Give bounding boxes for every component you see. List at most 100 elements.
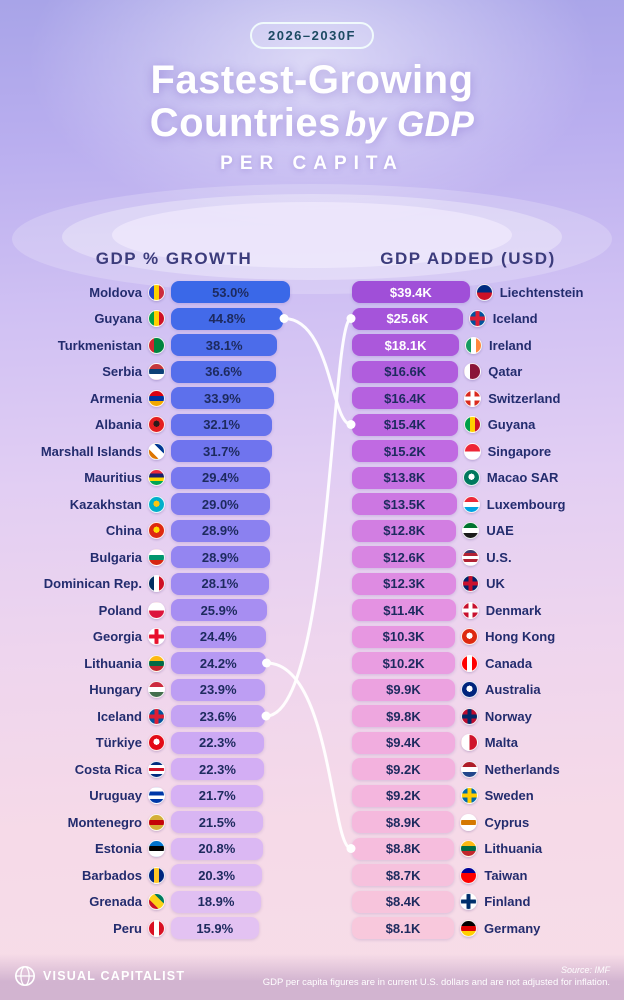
bar-value: $39.4K xyxy=(389,284,432,300)
country-label: Albania xyxy=(95,417,142,433)
country-label: Malta xyxy=(484,735,518,751)
gdp-added-row: $8.4K Finland xyxy=(352,890,614,913)
growth-row: Lithuania 24.2% xyxy=(10,652,312,675)
growth-bar: 28.1% xyxy=(171,572,269,595)
country-label: Guyana xyxy=(94,311,142,327)
country-label: Turkmenistan xyxy=(57,337,142,353)
growth-row: Estonia 20.8% xyxy=(10,837,312,860)
gdp-added-bar: $8.7K xyxy=(352,864,455,887)
title-line1: Fastest-Growing xyxy=(150,58,474,102)
bar-value: $8.7K xyxy=(385,867,421,883)
footer: VISUAL CAPITALIST Source: IMF GDP per ca… xyxy=(0,954,624,1000)
country-label: Denmark xyxy=(485,602,542,618)
bar-value: 36.6% xyxy=(205,364,242,380)
country-label: China xyxy=(105,523,142,539)
uk-flag-icon xyxy=(462,575,480,593)
country-label: Montenegro xyxy=(67,814,142,830)
gdp-added-bar: $9.2K xyxy=(352,758,455,781)
gdp-added-bar: $8.9K xyxy=(352,811,455,834)
gdp-added-bar: $10.2K xyxy=(352,652,456,675)
growth-row: Georgia 24.4% xyxy=(10,625,312,648)
barbados-flag-icon xyxy=(148,866,165,884)
gdp-added-bar: $8.8K xyxy=(352,837,455,860)
growth-bar: 23.9% xyxy=(171,678,266,701)
growth-bar: 29.4% xyxy=(171,466,270,489)
country-label: Estonia xyxy=(95,841,142,857)
country-label: Qatar xyxy=(488,364,523,380)
gdp-added-row: $12.6K U.S. xyxy=(352,546,614,569)
guyana-flag-icon xyxy=(148,310,165,328)
country-label: Canada xyxy=(485,655,533,671)
country-label: Luxembourg xyxy=(486,496,566,512)
country-label: Serbia xyxy=(102,364,142,380)
gdp-added-row: $8.7K Taiwan xyxy=(352,864,614,887)
costa-rica-flag-icon xyxy=(148,760,165,778)
singapore-flag-icon xyxy=(463,442,481,460)
sweden-flag-icon xyxy=(460,787,478,805)
gdp-added-bar: $9.9K xyxy=(352,678,455,701)
country-label: U.S. xyxy=(486,549,512,565)
country-label: Uruguay xyxy=(89,788,142,804)
country-label: Liechtenstein xyxy=(499,284,584,300)
bar-value: $9.2K xyxy=(385,761,421,777)
gdp-added-row: $9.4K Malta xyxy=(352,731,614,754)
netherlands-flag-icon xyxy=(460,760,478,778)
bar-value: 25.9% xyxy=(200,602,238,618)
gdp-added-rows: $39.4K Liechtenstein $25.6K Iceland $18.1K Ir… xyxy=(352,281,614,940)
bar-value: $10.2K xyxy=(382,655,425,671)
right-column-header: GDP ADDED (USD) xyxy=(380,249,556,269)
bar-value: 20.8% xyxy=(198,841,236,857)
gdp-added-row: $15.2K Singapore xyxy=(352,440,614,463)
growth-rows: Moldova 53.0% Guyana 44.8% Turkmenistan 38.1%… xyxy=(10,281,312,940)
switzerland-flag-icon xyxy=(464,389,482,407)
gdp-added-row: $11.4K Denmark xyxy=(352,599,614,622)
growth-bar: 22.3% xyxy=(171,758,264,781)
peru-flag-icon xyxy=(148,919,165,937)
country-label: Ireland xyxy=(489,337,532,353)
country-label: Marshall Islands xyxy=(40,443,142,459)
gdp-added-row: $8.8K Lithuania xyxy=(352,837,614,860)
growth-bar: 20.8% xyxy=(171,837,263,860)
bar-value: 20.3% xyxy=(198,867,236,883)
bar-value: $10.3K xyxy=(382,629,425,645)
growth-row: Marshall Islands 31.7% xyxy=(10,440,312,463)
bar-value: 23.6% xyxy=(199,708,237,724)
dominican-rep-flag-icon xyxy=(148,575,165,593)
mauritius-flag-icon xyxy=(148,469,165,487)
country-label: Armenia xyxy=(89,390,142,406)
germany-flag-icon xyxy=(460,919,478,937)
bar-value: 53.0% xyxy=(212,284,249,300)
gdp-added-bar: $13.5K xyxy=(352,493,457,516)
podium-ellipse xyxy=(112,202,512,268)
bar-value: $8.8K xyxy=(385,841,421,857)
bar-value: 28.1% xyxy=(201,576,239,592)
source-note: Source: IMF xyxy=(560,964,610,975)
bar-value: $8.9K xyxy=(385,814,421,830)
header: 2026–2030F Fastest-Growing Countries by GD… xyxy=(0,0,624,175)
growth-bar: 32.1% xyxy=(171,413,273,436)
country-label: Netherlands xyxy=(484,761,560,777)
gdp-added-row: $12.8K UAE xyxy=(352,519,614,542)
gdp-added-bar: $16.6K xyxy=(352,360,459,383)
title-line2: Countries xyxy=(149,101,341,146)
bar-value: $18.1K xyxy=(384,337,427,353)
poland-flag-icon xyxy=(148,601,165,619)
bar-value: $12.8K xyxy=(383,523,426,539)
growth-row: Uruguay 21.7% xyxy=(10,784,312,807)
chart-columns: Moldova 53.0% Guyana 44.8% Turkmenistan 38.1%… xyxy=(10,281,614,940)
country-label: Switzerland xyxy=(488,390,561,406)
country-label: Barbados xyxy=(82,867,142,883)
bar-value: 29.4% xyxy=(202,470,239,486)
column-headers: GDP % GROWTH GDP ADDED (USD) xyxy=(0,249,624,269)
turkmenistan-flag-icon xyxy=(148,336,165,354)
bar-value: 21.7% xyxy=(198,788,236,804)
u-s-flag-icon xyxy=(462,548,480,566)
bar-value: $12.3K xyxy=(383,576,426,592)
gdp-added-row: $10.3K Hong Kong xyxy=(352,625,614,648)
kazakhstan-flag-icon xyxy=(148,495,165,513)
growth-bar: 29.0% xyxy=(171,493,270,516)
country-label: Poland xyxy=(98,602,142,618)
gdp-added-bar: $25.6K xyxy=(352,307,463,330)
country-label: Sweden xyxy=(484,788,534,804)
gdp-added-bar: $11.4K xyxy=(352,599,456,622)
